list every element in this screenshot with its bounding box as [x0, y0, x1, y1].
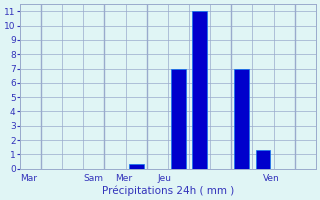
Bar: [235, 69, 249, 169]
Bar: [256, 150, 270, 169]
Bar: [192, 11, 207, 169]
Bar: [129, 164, 143, 169]
X-axis label: Précipitations 24h ( mm ): Précipitations 24h ( mm ): [102, 185, 234, 196]
Bar: [171, 69, 186, 169]
